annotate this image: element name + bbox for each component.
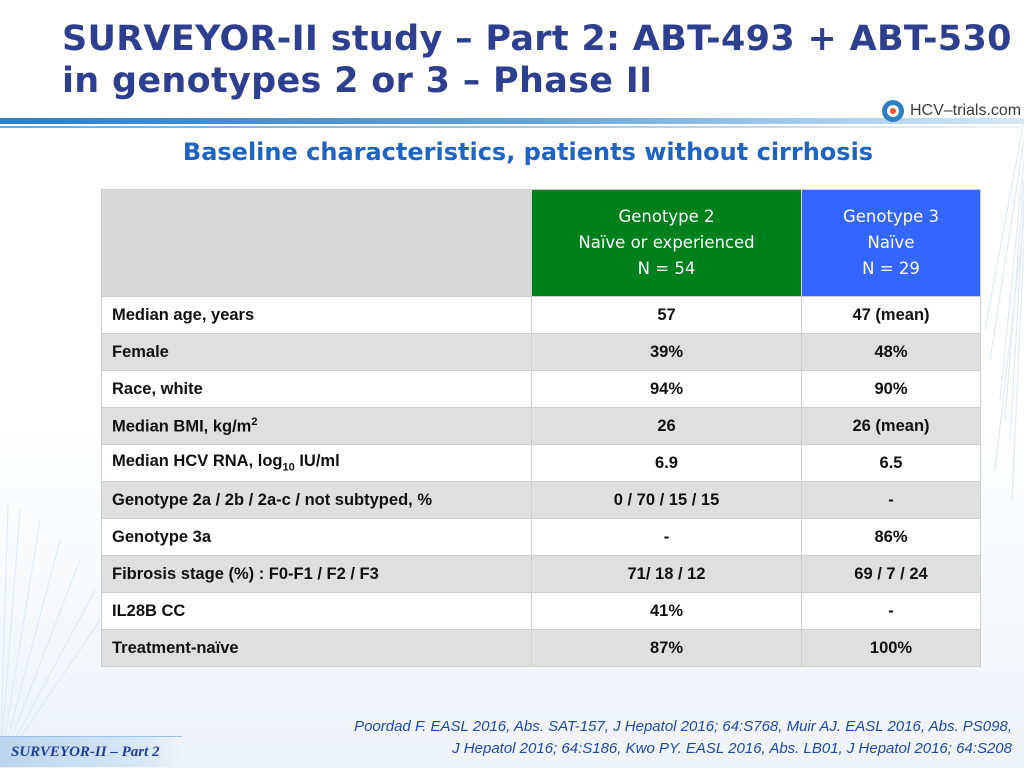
genotype-2-n: N = 54 (637, 259, 696, 278)
genotype-3-population: Naïve (867, 233, 915, 252)
genotype-2-value: 87% (531, 629, 802, 667)
slide-title: SURVEYOR-II study – Part 2: ABT-493 + AB… (62, 18, 1022, 102)
genotype-2-value: 0 / 70 / 15 / 15 (531, 481, 802, 519)
row-label: Genotype 3a (101, 518, 532, 556)
row-label: Fibrosis stage (%) : F0-F1 / F2 / F3 (101, 555, 532, 593)
genotype-3-value: 100% (801, 629, 981, 667)
genotype-3-value: 69 / 7 / 24 (801, 555, 981, 593)
genotype-2-value: 26 (531, 407, 802, 445)
title-line-1: SURVEYOR-II study – Part 2: ABT-493 + AB… (62, 19, 1012, 59)
genotype-2-value: 57 (531, 296, 802, 334)
row-label: Race, white (101, 370, 532, 408)
genotype-3-value: 6.5 (801, 444, 981, 482)
genotype-2-value: 71/ 18 / 12 (531, 555, 802, 593)
row-label: Median BMI, kg/m2 (101, 407, 532, 445)
subscript: 10 (282, 461, 295, 474)
row-label-suffix: IU/ml (294, 452, 340, 471)
genotype-2-title: Genotype 2 (618, 207, 715, 226)
genotype-3-value: - (801, 481, 981, 519)
genotype-2-population: Naïve or experienced (578, 233, 755, 252)
genotype-3-value: 86% (801, 518, 981, 556)
header-blank-cell (101, 189, 532, 297)
table-header-row: Genotype 2 Naïve or experienced N = 54 G… (101, 189, 981, 297)
logo-text: HCV–trials.com (910, 102, 1022, 119)
table-row: Race, white 94% 90% (101, 370, 981, 408)
table-row: Median BMI, kg/m2 26 26 (mean) (101, 407, 981, 445)
hcv-trials-logo: HCV–trials.com (880, 96, 1021, 126)
title-underline-thin (0, 126, 1024, 128)
row-label: Treatment-naïve (101, 629, 532, 667)
section-badge-label: SURVEYOR-II – Part 2 (11, 744, 160, 760)
table-row: Median HCV RNA, log10 IU/ml 6.9 6.5 (101, 444, 981, 482)
genotype-3-value: - (801, 592, 981, 630)
logo-icon (882, 100, 904, 122)
genotype-2-value: 39% (531, 333, 802, 371)
row-label: Median age, years (101, 296, 532, 334)
slide-subtitle: Baseline characteristics, patients witho… (182, 138, 874, 166)
genotype-3-value: 48% (801, 333, 981, 371)
row-label-text: Median BMI, kg/m (112, 417, 252, 436)
title-underline (0, 118, 1024, 124)
row-label: Female (101, 333, 532, 371)
references-footnote: Poordad F. EASL 2016, Abs. SAT-157, J He… (354, 716, 1012, 760)
table-row: Female 39% 48% (101, 333, 981, 371)
genotype-3-value: 47 (mean) (801, 296, 981, 334)
row-label: Genotype 2a / 2b / 2a-c / not subtyped, … (101, 481, 532, 519)
genotype-2-value: - (531, 518, 802, 556)
row-label: IL28B CC (101, 592, 532, 630)
genotype-3-value: 26 (mean) (801, 407, 981, 445)
title-line-2: in genotypes 2 or 3 – Phase II (62, 61, 653, 101)
genotype-3-n: N = 29 (862, 259, 920, 278)
table-row: Median age, years 57 47 (mean) (101, 296, 981, 334)
table-row: Treatment-naïve 87% 100% (101, 629, 981, 667)
footnote-line-1: Poordad F. EASL 2016, Abs. SAT-157, J He… (354, 718, 1012, 735)
section-badge: SURVEYOR-II – Part 2 (0, 736, 182, 767)
table-row: Fibrosis stage (%) : F0-F1 / F2 / F3 71/… (101, 555, 981, 593)
superscript: 2 (251, 415, 258, 428)
genotype-3-value: 90% (801, 370, 981, 408)
table-row: Genotype 2a / 2b / 2a-c / not subtyped, … (101, 481, 981, 519)
header-genotype-3: Genotype 3 Naïve N = 29 (801, 189, 981, 297)
row-label: Median HCV RNA, log10 IU/ml (101, 444, 532, 482)
header-genotype-2: Genotype 2 Naïve or experienced N = 54 (531, 189, 802, 297)
genotype-2-value: 41% (531, 592, 802, 630)
genotype-3-title: Genotype 3 (842, 207, 940, 226)
table-row: Genotype 3a - 86% (101, 518, 981, 556)
baseline-characteristics-table: Genotype 2 Naïve or experienced N = 54 G… (101, 189, 981, 667)
genotype-2-value: 94% (531, 370, 802, 408)
row-label-text: Median HCV RNA, log (112, 452, 283, 471)
footnote-line-2: J Hepatol 2016; 64:S186, Kwo PY. EASL 20… (452, 740, 1012, 757)
table-row: IL28B CC 41% - (101, 592, 981, 630)
genotype-2-value: 6.9 (531, 444, 802, 482)
